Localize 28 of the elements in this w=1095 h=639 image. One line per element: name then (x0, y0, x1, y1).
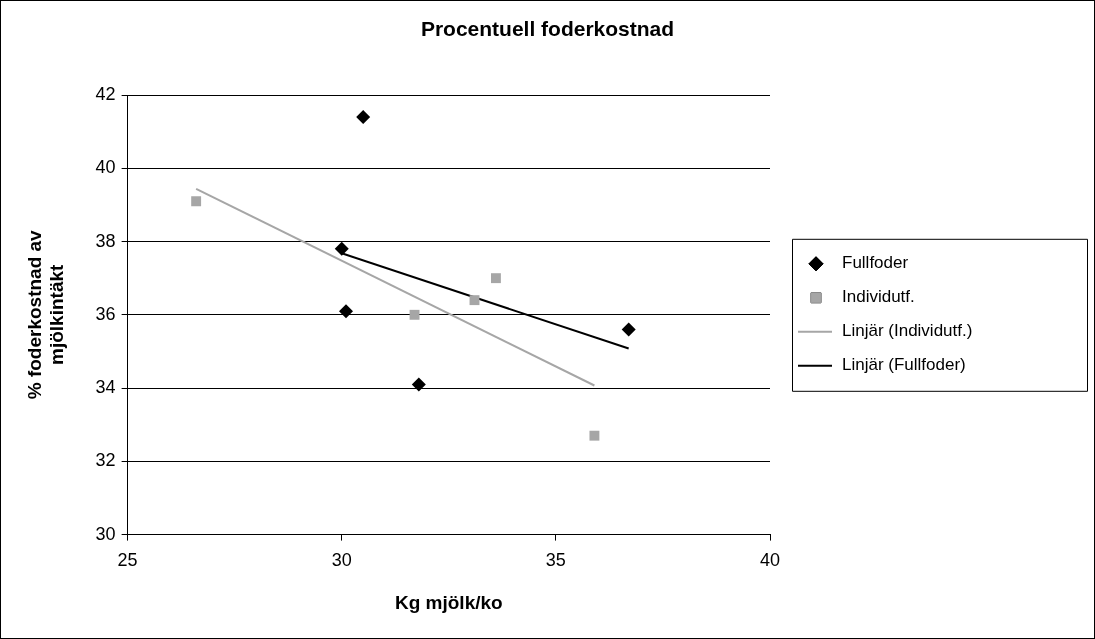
legend-label: Linjär (Individutf.) (842, 321, 973, 341)
y-tick-label: 32 (95, 450, 116, 471)
x-tick-label: 25 (117, 550, 138, 571)
point (411, 377, 426, 392)
point (469, 295, 480, 306)
chart-title: Procentuell foderkostnad (420, 16, 675, 40)
y-tick-label: 38 (95, 230, 116, 251)
x-tick-label: 40 (759, 550, 781, 571)
x-tick-label: 30 (331, 550, 352, 571)
point (409, 309, 420, 320)
point (490, 273, 501, 284)
legend-label: Fullfoder (842, 253, 909, 273)
y-tick-label: 30 (95, 523, 116, 544)
x-axis-title: Kg mjölk/ko (394, 591, 503, 613)
y-tick-label: 34 (95, 377, 116, 398)
point (589, 430, 600, 441)
y-tick-label: 42 (95, 83, 116, 104)
legend-label: Individutf. (842, 287, 915, 307)
x-tick-label: 35 (545, 550, 566, 571)
point (339, 304, 354, 319)
point (191, 196, 202, 207)
point (334, 241, 349, 256)
point (356, 109, 371, 124)
y-tick-label: 40 (95, 157, 116, 178)
y-axis-title: % foderkostnad av mjölkintäkt (23, 229, 68, 400)
legend-label: Linjär (Fullfoder) (842, 355, 966, 375)
y-tick-label: 36 (95, 303, 116, 324)
point (621, 322, 636, 337)
